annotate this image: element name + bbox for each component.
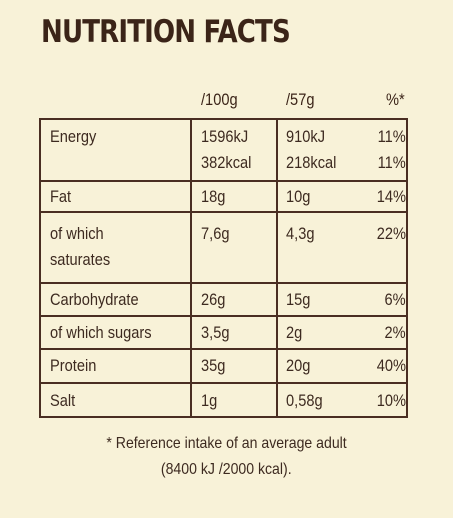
per-100g-value: 26g	[201, 290, 226, 309]
per-100g-value: 7,6g	[201, 224, 230, 243]
row-label: Carbohydrate	[50, 290, 139, 309]
column-header-per-100g: /100g	[201, 90, 238, 109]
column-divider	[190, 120, 192, 416]
per-serving-value: 910kJ	[286, 127, 326, 146]
column-header-percent: %*	[386, 90, 405, 109]
per-serving-value: 10g	[286, 187, 311, 206]
percent-value: 40%	[376, 356, 406, 375]
table-row-protein: Protein 35g 20g 40%	[41, 350, 406, 384]
row-label: Energy	[50, 127, 97, 146]
per-100g-value: 35g	[201, 356, 226, 375]
row-label: Salt	[50, 391, 76, 410]
footnote-line-2: (8400 kJ /2000 kcal).	[0, 457, 453, 483]
per-100g-value: 3,5g	[201, 323, 230, 342]
per-serving-value: 0,58g	[286, 391, 323, 410]
percent-value: 11%	[377, 127, 406, 146]
table-row-sugars: of which sugars 3,5g 2g 2%	[41, 317, 406, 350]
footnote-text: * Reference intake of an average adult	[106, 435, 347, 452]
column-divider	[276, 120, 278, 416]
percent-value: 14%	[376, 187, 406, 206]
per-serving-value-kcal: 218kcal	[286, 153, 337, 172]
percent-value: 6%	[384, 290, 406, 309]
footnote-text: (8400 kJ /2000 kcal).	[161, 461, 292, 478]
percent-value-kcal: 11%	[377, 153, 406, 172]
per-serving-value: 2g	[286, 323, 303, 342]
row-label: of which	[50, 224, 104, 243]
table-row-salt: Salt 1g 0,58g 10%	[41, 384, 406, 418]
per-serving-value: 20g	[286, 356, 311, 375]
row-label: Fat	[50, 187, 72, 206]
per-100g-value: 1g	[201, 391, 218, 410]
row-label: of which sugars	[50, 323, 152, 342]
per-100g-value: 1596kJ	[201, 127, 249, 146]
column-header-per-serving: /57g	[286, 90, 315, 109]
percent-value: 10%	[376, 391, 406, 410]
percent-value: 2%	[384, 323, 406, 342]
table-row-fat: Fat 18g 10g 14%	[41, 182, 406, 213]
footnote-line-1: * Reference intake of an average adult	[0, 431, 453, 457]
per-serving-value: 15g	[286, 290, 311, 309]
percent-value: 22%	[376, 224, 406, 243]
per-100g-value: 18g	[201, 187, 226, 206]
table-row-carbohydrate: Carbohydrate 26g 15g 6%	[41, 284, 406, 317]
row-label-line2: saturates	[50, 250, 111, 269]
page-title: NUTRITION FACTS	[41, 14, 291, 50]
row-label: Protein	[50, 356, 97, 375]
per-serving-value: 4,3g	[286, 224, 315, 243]
per-100g-value-kcal: 382kcal	[201, 153, 252, 172]
table-row-saturates: of which saturates 7,6g 4,3g 22%	[41, 213, 406, 284]
nutrition-table: Energy 1596kJ 382kcal 910kJ 218kcal 11% …	[39, 118, 408, 418]
table-row-energy: Energy 1596kJ 382kcal 910kJ 218kcal 11% …	[41, 120, 406, 182]
